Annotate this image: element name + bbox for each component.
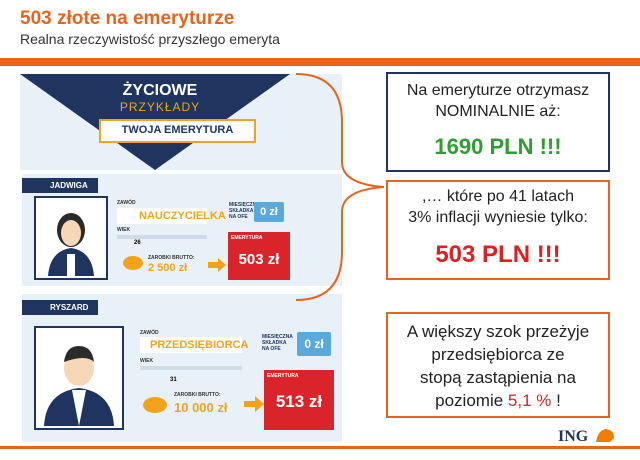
info-box: ,… które po 41 latach 3% inflacji wynies…: [386, 180, 610, 280]
ofe-label: MIESIĘCZNA SKŁADKA NA OFE: [229, 202, 260, 220]
ofe-label: MIESIĘCZNA SKŁADKA NA OFE: [262, 334, 293, 352]
job-field: [117, 208, 207, 224]
age: 31: [170, 377, 177, 383]
logo: ING: [556, 428, 591, 446]
job: PRZEDSIĘBIORCA: [150, 339, 249, 351]
banner-line1: ŻYCIOWE: [122, 82, 198, 99]
info-box: A większy szok przeżyje przedsiębiorca z…: [386, 312, 610, 418]
person-card: JADWIGA ZAWÓD NAUCZYCIELKA WIEK 26 ZAROB…: [22, 174, 342, 286]
portrait: [34, 326, 124, 430]
person-name: RYSZARD: [22, 300, 99, 315]
box-line: poziomie 5,1 % !: [388, 389, 608, 412]
job-label: ZAWÓD: [140, 330, 159, 336]
box-emphasis: 5,1 %: [507, 391, 552, 410]
salary: 10 000 zł: [174, 400, 228, 415]
portrait: [34, 196, 108, 280]
pension-label: EMERYTURA: [231, 235, 263, 241]
footer-line: [0, 446, 640, 449]
header-bar: [0, 58, 640, 66]
job: NAUCZYCIELKA: [139, 210, 226, 222]
pension: 503 zł: [238, 251, 280, 268]
ofe-label-line: SKŁADKA: [262, 340, 287, 346]
age-label: WIEK: [117, 227, 131, 233]
piggy: [143, 397, 167, 413]
box-line: stopą zastąpienia na: [420, 368, 576, 387]
job-label: ZAWÓD: [117, 200, 136, 206]
ofe-label-line: MIESIĘCZNA: [229, 202, 260, 208]
age-slider: [117, 235, 207, 239]
salary-label: ZAROBKI BRUTTO:: [174, 392, 221, 398]
box-highlight: 503 PLN !!!: [435, 241, 561, 268]
box-line: A większy szok przeżyje: [406, 322, 590, 341]
box-highlight: 1690 PLN !!!: [434, 134, 562, 159]
box-line: 3% inflacji wyniesie tylko:: [408, 209, 588, 226]
age: 26: [134, 240, 141, 246]
pension-label: EMERYTURA: [267, 373, 299, 379]
pension: 513 zł: [275, 392, 323, 411]
salary: 2 500 zł: [148, 262, 188, 274]
logo-lion: [596, 429, 614, 442]
banner-line2: PRZYKŁADY: [119, 100, 201, 114]
piggy: [123, 256, 143, 270]
banner-ribbon: TWOJA EMERYTURA: [121, 124, 234, 136]
subtitle: Realna rzeczywistość przyszłego emeryta: [20, 31, 280, 47]
box-line: NOMINALNIE aż:: [435, 103, 561, 120]
banner-shape: [20, 74, 290, 170]
age-slider: [140, 366, 242, 370]
pension-box: EMERYTURA 513 zł: [264, 370, 334, 430]
box-line: przedsiębiorca ze: [431, 345, 565, 364]
box-line: Na emeryturze otrzymasz: [406, 82, 590, 99]
person-name: JADWIGA: [22, 178, 98, 193]
brace: [295, 73, 385, 301]
arrow: [244, 396, 264, 412]
age-label: WIEK: [140, 358, 154, 364]
pension-box: EMERYTURA 503 zł: [228, 232, 290, 280]
box-line: ,… które po 41 latach: [421, 188, 575, 205]
arrow: [208, 258, 226, 272]
ofe-label-line: NA OFE: [229, 214, 248, 220]
ofe-label-line: NA OFE: [262, 346, 281, 352]
person-card: RYSZARD ZAWÓD PRZEDSIĘBIORCA WIEK 31 ZAR…: [22, 294, 342, 442]
info-box: Na emeryturze otrzymasz NOMINALNIE aż: 1…: [386, 72, 610, 172]
salary-label: ZAROBKI BRUTTO:: [148, 255, 195, 261]
ofe-label-line: MIESIĘCZNA: [262, 334, 293, 340]
title: 503 złote na emeryturze: [20, 8, 235, 29]
box-text: poziomie: [435, 391, 508, 410]
ofe-value: 0 zł: [254, 202, 284, 222]
box-text: !: [551, 391, 561, 410]
ofe-value: 0 zł: [297, 332, 331, 356]
ofe-label-line: SKŁADKA: [229, 208, 254, 214]
job-field: [140, 337, 242, 353]
